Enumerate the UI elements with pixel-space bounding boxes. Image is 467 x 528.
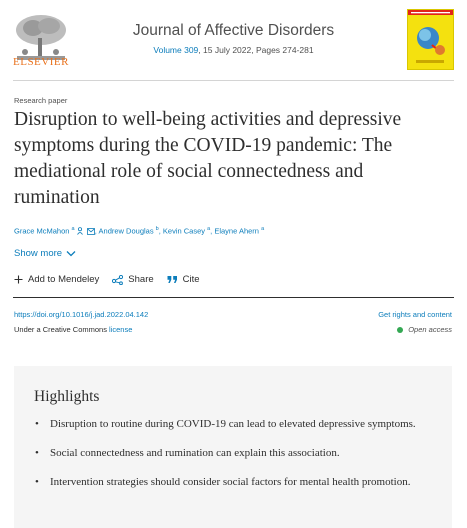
issue-info: , 15 July 2022, Pages 274-281 [198, 45, 314, 55]
license-prefix: Under a Creative Commons [14, 325, 110, 334]
author-link[interactable]: Andrew Douglas [98, 226, 154, 236]
highlight-item: Disruption to routine during COVID-19 ca… [34, 416, 444, 432]
highlights-panel: Highlights Disruption to routine during … [14, 366, 452, 528]
highlights-title: Highlights [34, 388, 100, 405]
get-rights-link[interactable]: Get rights and content [378, 310, 452, 319]
cite-button[interactable]: Cite [167, 274, 200, 285]
author-list: Grace McMahon a , Andrew Douglas b, Kevi… [14, 226, 265, 236]
show-more-label: Show more [14, 248, 63, 259]
license-link[interactable]: license [109, 325, 133, 334]
volume-link[interactable]: Volume 309 [153, 45, 199, 55]
share-icon [112, 274, 124, 285]
author-link[interactable]: Elayne Ahern [214, 226, 259, 236]
journal-meta: Volume 309, 15 July 2022, Pages 274-281 [0, 45, 467, 55]
add-to-mendeley-label: Add to Mendeley [28, 274, 100, 285]
author-profile-icon[interactable] [76, 226, 85, 235]
chevron-down-icon [66, 251, 76, 257]
show-more-button[interactable]: Show more [14, 248, 76, 259]
license-text: Under a Creative Commons license [14, 325, 132, 334]
journal-cover-image[interactable] [407, 9, 454, 70]
share-label: Share [128, 274, 154, 285]
elsevier-tree-logo[interactable] [13, 6, 69, 68]
actions-divider [13, 297, 454, 298]
open-access-label: Open access [408, 325, 452, 334]
author-link[interactable]: Grace McMahon [14, 226, 70, 236]
header-divider [13, 80, 454, 81]
add-to-mendeley-button[interactable]: Add to Mendeley [14, 274, 99, 285]
highlight-item: Intervention strategies should consider … [34, 474, 444, 490]
journal-title[interactable]: Journal of Affective Disorders [132, 22, 335, 39]
highlights-list: Disruption to routine during COVID-19 ca… [34, 416, 444, 503]
highlight-item: Social connectedness and rumination can … [34, 445, 444, 461]
share-button[interactable]: Share [112, 274, 154, 285]
open-access-icon [397, 326, 404, 333]
article-title: Disruption to well-being activities and … [14, 109, 402, 208]
author-link[interactable]: Kevin Casey [162, 226, 206, 236]
open-access-badge: Open access [397, 325, 452, 334]
quote-icon [167, 276, 177, 283]
cite-label: Cite [182, 274, 200, 285]
email-icon[interactable] [86, 227, 95, 235]
plus-icon [14, 275, 23, 284]
article-actions: Add to Mendeley Share Cite [14, 274, 213, 285]
publisher-name: ELSEVIER [13, 56, 69, 68]
article-type: Research paper [14, 96, 68, 105]
doi-link[interactable]: https://doi.org/10.1016/j.jad.2022.04.14… [14, 310, 149, 319]
